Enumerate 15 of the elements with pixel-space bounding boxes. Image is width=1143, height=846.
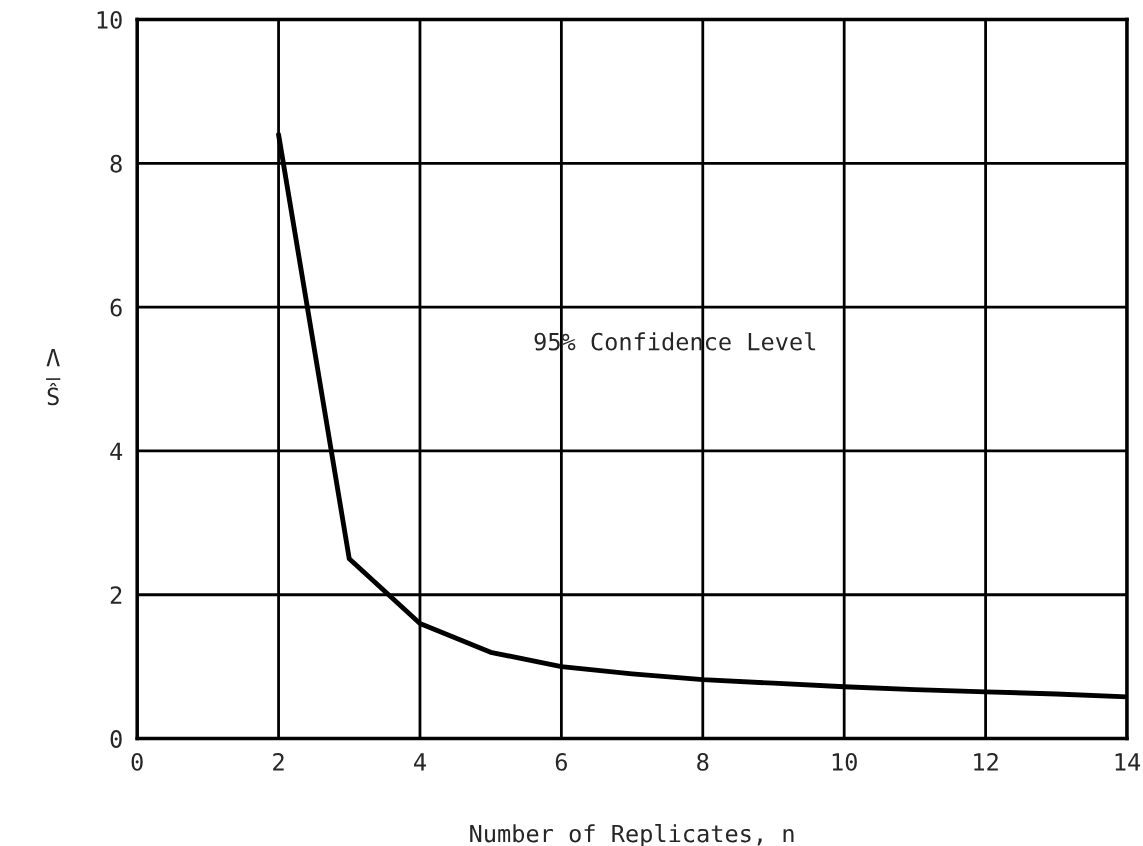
y-tick-label: 8 bbox=[110, 154, 122, 173]
x-tick-label: 4 bbox=[414, 753, 426, 771]
y-tick-label: 4 bbox=[110, 442, 123, 460]
x-tick-label: 12 bbox=[974, 752, 998, 771]
x-tick-label: 0 bbox=[131, 752, 143, 771]
y-axis-title: Λ — Ŝ bbox=[46, 349, 61, 406]
x-tick-label: 8 bbox=[697, 752, 709, 771]
y-tick-label: 0 bbox=[110, 730, 122, 748]
y-tick-label: 2 bbox=[110, 586, 122, 604]
y-tick-label: 6 bbox=[110, 298, 122, 317]
y-tick-label: 10 bbox=[97, 10, 122, 29]
x-tick-label: 10 bbox=[832, 752, 857, 771]
x-tick-label: 14 bbox=[1115, 753, 1141, 771]
x-tick-label: 2 bbox=[273, 752, 284, 771]
x-tick-label: 6 bbox=[555, 752, 567, 771]
